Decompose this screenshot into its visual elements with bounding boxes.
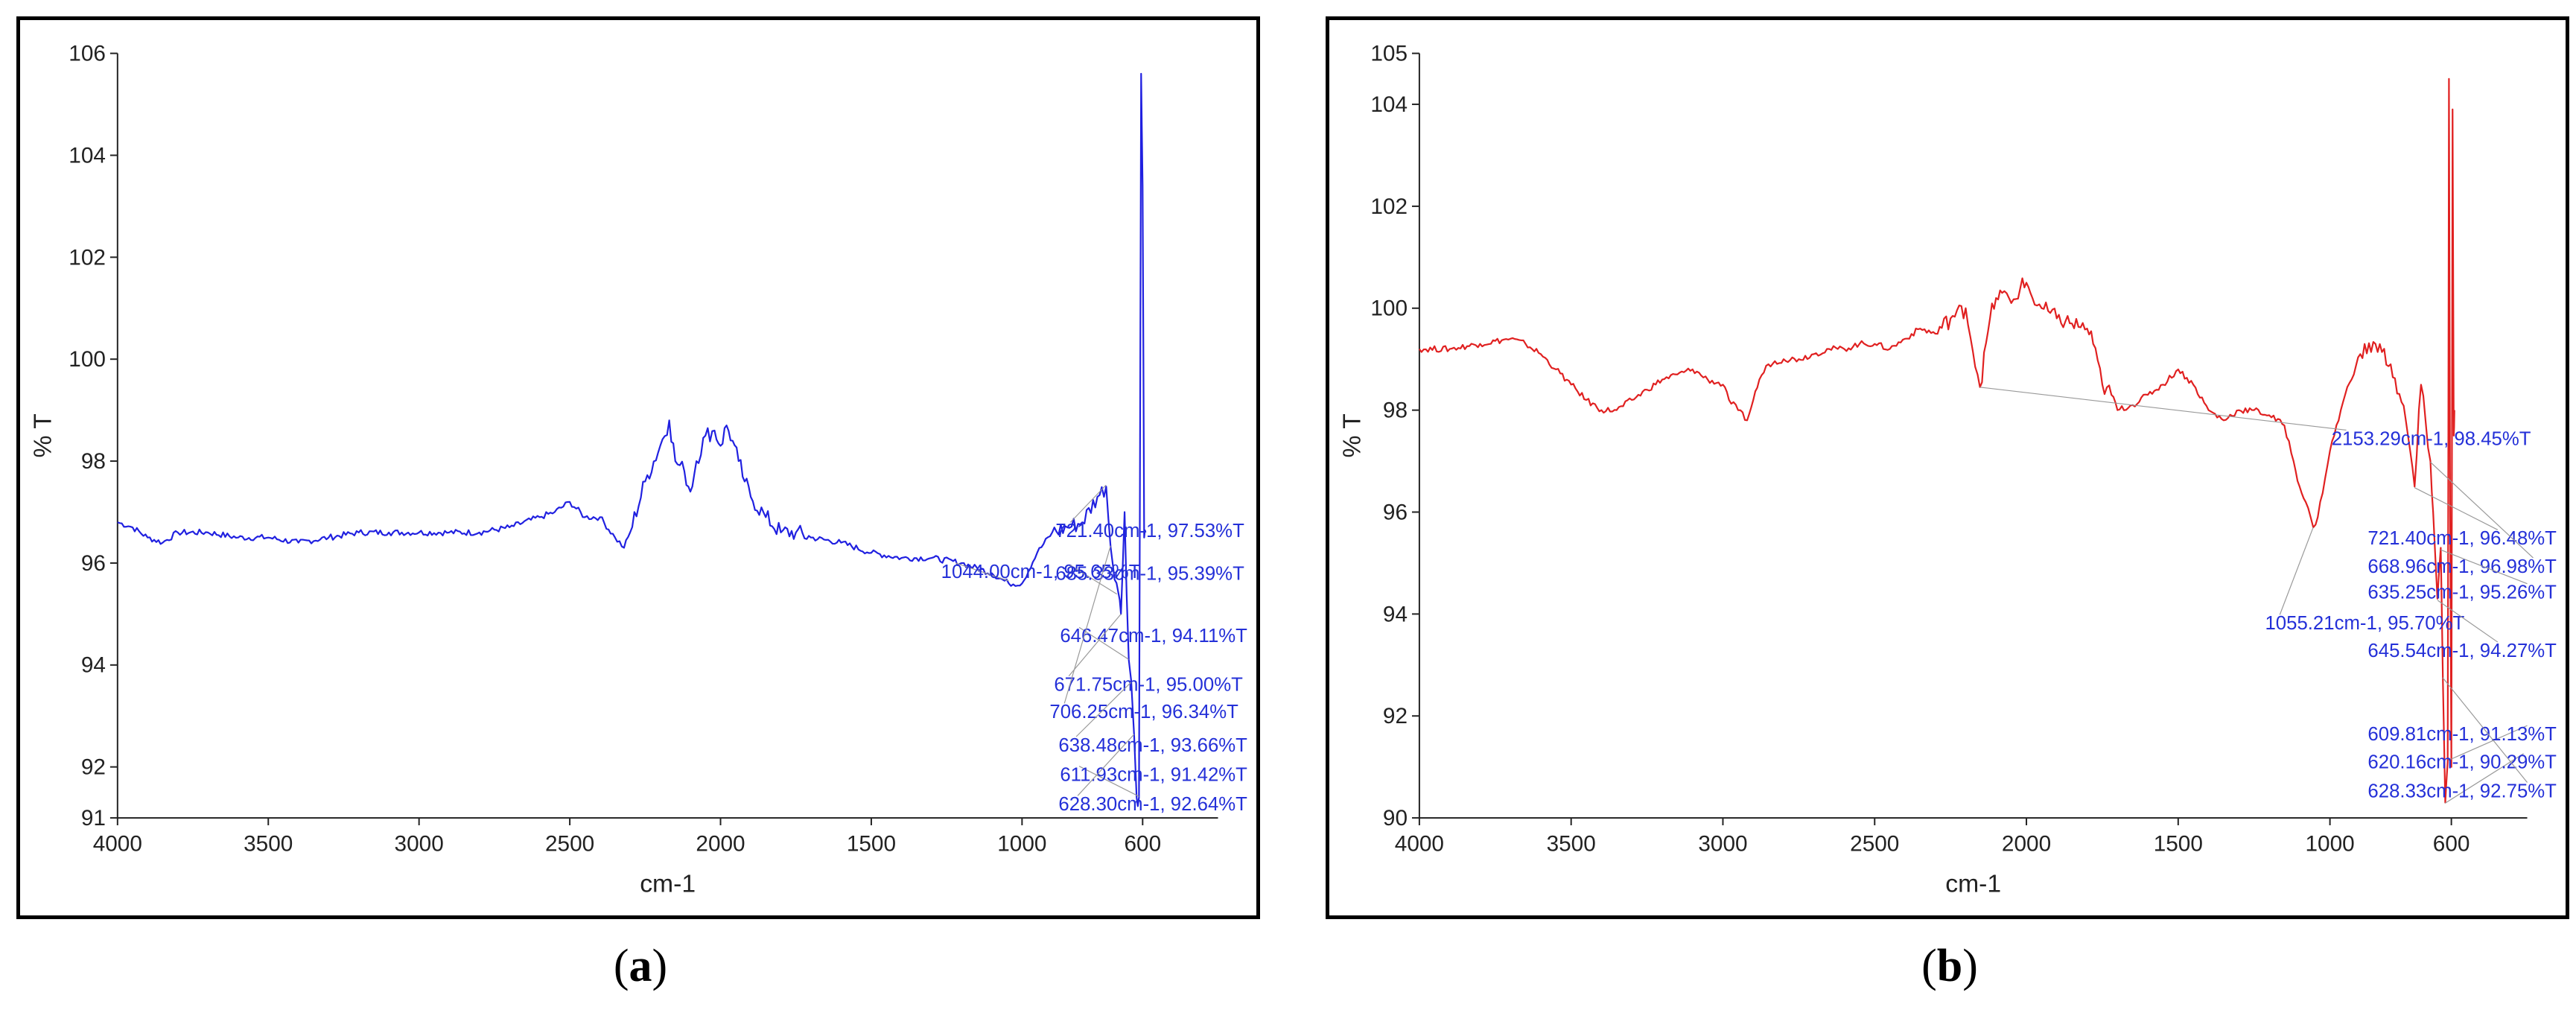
- x-tick-label: 600: [2433, 832, 2470, 857]
- y-tick-label: 100: [69, 347, 106, 372]
- annotation-leader: [2440, 549, 2528, 585]
- peak-annotation: 671.75cm-1, 95.00%T: [1054, 675, 1243, 696]
- y-tick-label: 92: [81, 755, 106, 780]
- peak-annotation: 706.25cm-1, 96.34%T: [1049, 702, 1238, 722]
- ftir-chart-a: 4000 3500 3000 2500 2000 1500 1000 600 91 92 94 96 9…: [29, 42, 1248, 898]
- x-tick-label: 1500: [847, 832, 896, 857]
- peak-annotation: 645.54cm-1, 94.27%T: [2367, 641, 2557, 661]
- annotation-leader: [2430, 462, 2534, 559]
- panel-caption-b: (b): [1921, 941, 1978, 991]
- panel-caption-a: (a): [613, 941, 668, 991]
- y-tick-label: 98: [81, 449, 106, 474]
- annotation-leader: [1078, 766, 1139, 797]
- x-tick-label: 4000: [1395, 832, 1444, 857]
- annotation-leader: [2437, 600, 2499, 643]
- annotation-leader: [1078, 626, 1129, 660]
- x-axis-label: cm-1: [1945, 869, 2001, 898]
- y-tick-label: 94: [81, 653, 106, 678]
- y-tick-label: 90: [1383, 806, 1408, 830]
- peak-annotation: 611.93cm-1, 91.42%T: [1060, 765, 1247, 786]
- annotation-leader: [2279, 527, 2314, 615]
- peak-annotation: 1044.00cm-1, 95.65%T: [941, 562, 1141, 582]
- x-tick-label: 2000: [696, 832, 745, 857]
- spectrum-line-b: [1419, 77, 2455, 804]
- y-axis-label: % T: [29, 413, 57, 457]
- y-tick-label: 91: [81, 806, 106, 830]
- peak-annotation: 638.48cm-1, 93.66%T: [1058, 735, 1247, 756]
- x-tick-label: 3000: [395, 832, 444, 857]
- peak-annotation: 628.30cm-1, 92.64%T: [1058, 794, 1247, 815]
- panel-caption-b-letter: b: [1936, 941, 1963, 991]
- y-tick-label: 102: [69, 245, 106, 270]
- peak-annotation: 620.16cm-1, 90.29%T: [2367, 752, 2557, 773]
- peak-annotation: 685.33cm-1, 95.39%T: [1055, 564, 1244, 585]
- peak-annotation: 721.40cm-1, 96.48%T: [2367, 528, 2557, 549]
- x-axis-label: cm-1: [640, 869, 696, 898]
- x-tick-label: 2000: [2002, 832, 2051, 857]
- panel-caption-a-letter: a: [629, 941, 652, 991]
- peak-annotation: 1055.21cm-1, 95.70%T: [2265, 613, 2464, 634]
- peak-annotation: 635.25cm-1, 95.26%T: [2367, 582, 2557, 603]
- y-axis-label: % T: [1338, 413, 1367, 457]
- chart-panel-b: 4000 3500 3000 2500 2000 1500 1000 600 90 92 94 96 9…: [1326, 16, 2569, 919]
- peak-annotation: 628.33cm-1, 92.75%T: [2367, 781, 2557, 801]
- annotation-leader: [1068, 613, 1122, 677]
- ftir-chart-b: 4000 3500 3000 2500 2000 1500 1000 600 90 92 94 96 9…: [1338, 42, 2557, 898]
- y-tick-label: 104: [1370, 92, 1408, 117]
- peak-annotation: 2153.29cm-1, 98.45%T: [2332, 428, 2531, 449]
- peak-annotation: 668.96cm-1, 96.98%T: [2367, 556, 2557, 577]
- x-tick-label: 1000: [997, 832, 1046, 857]
- y-tick-label: 96: [1383, 500, 1408, 524]
- x-tick-label: 4000: [93, 832, 142, 857]
- annotation-leader: [1979, 387, 2347, 431]
- y-tick-label: 104: [69, 143, 106, 168]
- x-tick-label: 1500: [2154, 832, 2203, 857]
- annotation-leader: [2414, 487, 2499, 530]
- annotation-leader: [2442, 677, 2528, 783]
- x-tick-label: 3500: [1547, 832, 1596, 857]
- y-tick-label: 102: [1370, 194, 1408, 219]
- annotation-leader: [1069, 565, 1118, 595]
- annotation-leader: [1077, 734, 1135, 796]
- x-tick-label: 1000: [2306, 832, 2355, 857]
- annotation-leader: [1075, 682, 1132, 737]
- annotation-leader: [1069, 484, 1107, 523]
- y-tick-label: 100: [1370, 296, 1408, 321]
- y-tick-label: 96: [81, 551, 106, 576]
- y-tick-label: 92: [1383, 704, 1408, 728]
- y-tick-label: 94: [1383, 602, 1408, 626]
- spectrum-line-a: [117, 72, 1147, 807]
- y-tick-label: 106: [69, 42, 106, 66]
- annotation-leader: [1063, 545, 1111, 704]
- peak-annotation: 646.47cm-1, 94.11%T: [1060, 626, 1247, 647]
- y-tick-label: 98: [1383, 398, 1408, 423]
- y-tick-label: 105: [1370, 42, 1408, 66]
- peak-annotation: 721.40cm-1, 97.53%T: [1055, 521, 1244, 541]
- x-tick-label: 3500: [244, 832, 293, 857]
- x-tick-label: 2500: [1850, 832, 1899, 857]
- x-tick-label: 3000: [1698, 832, 1747, 857]
- x-tick-label: 2500: [545, 832, 594, 857]
- peak-annotation: 609.81cm-1, 91.13%T: [2367, 724, 2557, 745]
- annotation-leader: [2448, 725, 2528, 761]
- annotation-leader: [955, 562, 1009, 582]
- x-tick-label: 600: [1124, 832, 1161, 857]
- chart-panel-a: 4000 3500 3000 2500 2000 1500 1000 600 91 92 94 96 9…: [16, 16, 1260, 919]
